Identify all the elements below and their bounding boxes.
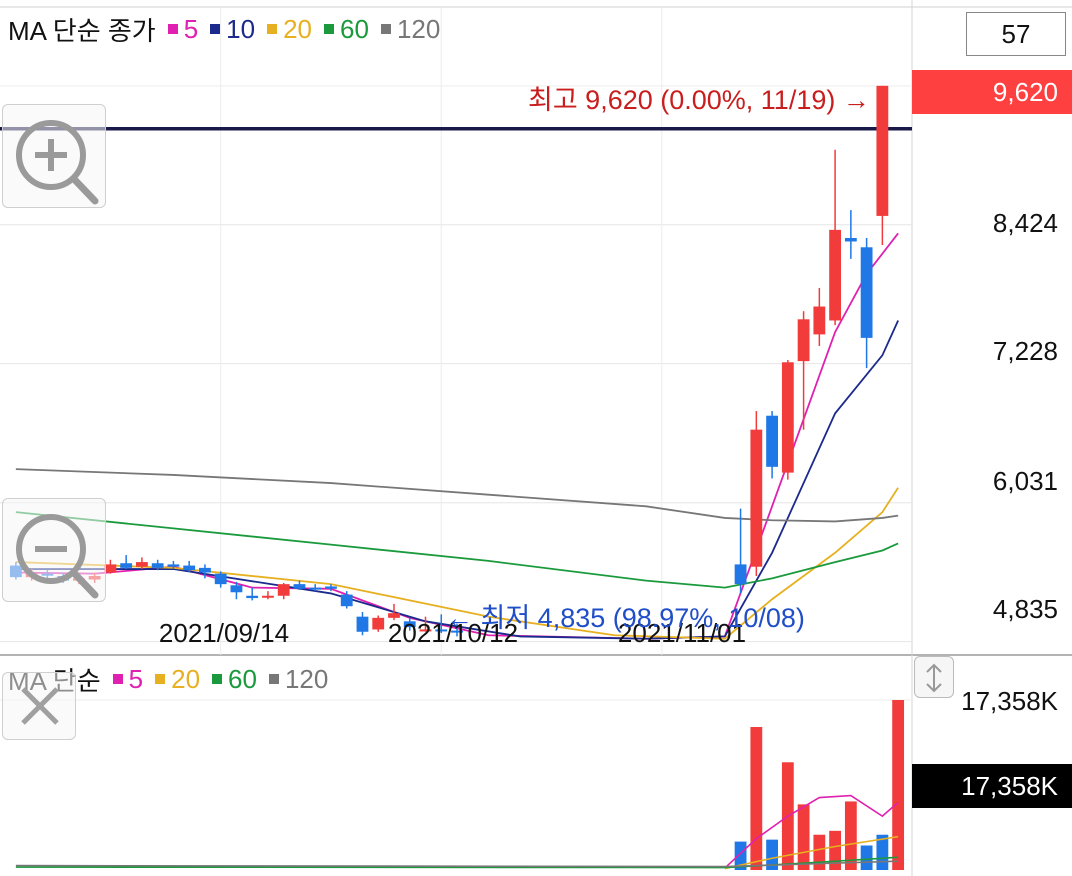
low-annotation: ← 최저 4,835 (98.97%, 10/08) bbox=[446, 603, 805, 633]
volume-bar bbox=[860, 845, 873, 870]
volume-bar bbox=[813, 834, 826, 870]
candle-body bbox=[325, 586, 337, 589]
legend-vol-ma20: 20 bbox=[155, 664, 200, 695]
volume-bar bbox=[797, 804, 810, 870]
zoom-out-icon bbox=[16, 514, 99, 599]
volume-bar bbox=[750, 727, 763, 870]
high-annotation: 최고 9,620 (0.00%, 11/19) → bbox=[528, 85, 870, 115]
resize-handle[interactable] bbox=[914, 656, 954, 698]
candle-body bbox=[136, 562, 148, 567]
candle-body bbox=[199, 567, 211, 573]
candle-body bbox=[781, 362, 794, 473]
legend-ma10: 10 bbox=[210, 14, 255, 45]
candle-body bbox=[403, 621, 416, 628]
x-tick-label: 2021/11/01 bbox=[617, 618, 747, 648]
price-legend-title: MA 단순 종가 bbox=[8, 15, 156, 46]
current-volume-tag: 17,358K bbox=[912, 764, 1072, 808]
legend-vol-ma120: 120 bbox=[268, 664, 328, 695]
candle-body bbox=[388, 613, 400, 618]
candle-body bbox=[356, 616, 369, 632]
legend-ma120: 120 bbox=[380, 14, 440, 45]
candle-body bbox=[451, 630, 463, 633]
candle-body bbox=[419, 629, 432, 632]
candle-body bbox=[844, 237, 857, 242]
close-icon bbox=[21, 687, 59, 725]
candle-body bbox=[372, 617, 385, 630]
candle-body bbox=[151, 563, 164, 568]
zoom-in-button[interactable] bbox=[2, 104, 106, 208]
price-ma10-line bbox=[15, 320, 899, 640]
y-tick-label: 6,031 bbox=[992, 466, 1058, 496]
legend-vol-ma5: 5 bbox=[112, 664, 143, 695]
legend-ma20: 20 bbox=[267, 14, 312, 45]
candle-body bbox=[340, 594, 353, 607]
current-price-tag: 9,620 bbox=[912, 70, 1072, 114]
candle-body bbox=[277, 584, 290, 596]
volume-bar bbox=[766, 839, 778, 870]
volume-ma120-line bbox=[15, 860, 899, 868]
candle-body bbox=[183, 565, 196, 571]
candle-body bbox=[435, 629, 448, 632]
candle-body bbox=[876, 85, 889, 216]
candle-body bbox=[214, 573, 227, 585]
volume-bar bbox=[734, 841, 747, 870]
volume-bar bbox=[892, 700, 905, 870]
candle-body bbox=[750, 429, 763, 567]
zoom-out-button[interactable] bbox=[2, 498, 106, 602]
legend-ma60: 60 bbox=[324, 14, 369, 45]
period-count-box[interactable]: 57 bbox=[966, 12, 1066, 56]
candle-body bbox=[309, 587, 322, 590]
resize-arrows-icon bbox=[926, 663, 942, 693]
x-tick-label: 2021/09/14 bbox=[158, 618, 290, 648]
candle-body bbox=[766, 415, 778, 467]
price-ma60-line bbox=[15, 511, 899, 589]
volume-y-tick-label: 17,358K bbox=[961, 686, 1058, 716]
legend-ma5: 5 bbox=[167, 14, 198, 45]
x-tick-label: 2021/10/12 bbox=[387, 618, 519, 648]
candle-body bbox=[829, 229, 842, 321]
candle-body bbox=[167, 564, 180, 567]
zoom-in-icon bbox=[16, 120, 99, 205]
close-panel-button[interactable] bbox=[2, 672, 76, 740]
volume-ma20-line bbox=[724, 835, 899, 870]
y-tick-label: 7,228 bbox=[992, 336, 1058, 366]
candle-body bbox=[246, 595, 259, 599]
legend-vol-ma60: 60 bbox=[212, 664, 257, 695]
volume-bar bbox=[876, 834, 889, 870]
price-ma5-line bbox=[15, 232, 899, 640]
price-ma120-line bbox=[15, 468, 899, 523]
candle-body bbox=[797, 319, 810, 362]
candle-body bbox=[104, 564, 117, 573]
candle-body bbox=[120, 563, 133, 568]
y-tick-label: 4,835 bbox=[992, 594, 1058, 624]
price-ma20-line bbox=[15, 487, 899, 640]
volume-bar bbox=[829, 830, 842, 870]
candle-body bbox=[262, 595, 274, 598]
volume-ma5-line bbox=[724, 794, 899, 869]
candle-body bbox=[230, 585, 243, 593]
candle-body bbox=[734, 564, 747, 585]
candle-body bbox=[860, 247, 873, 338]
candle-body bbox=[813, 306, 826, 335]
volume-bar bbox=[844, 801, 857, 870]
y-tick-label: 8,424 bbox=[992, 208, 1058, 238]
price-legend: MA 단순 종가 5 10 20 60 120 bbox=[8, 12, 440, 46]
candle-body bbox=[293, 584, 306, 589]
